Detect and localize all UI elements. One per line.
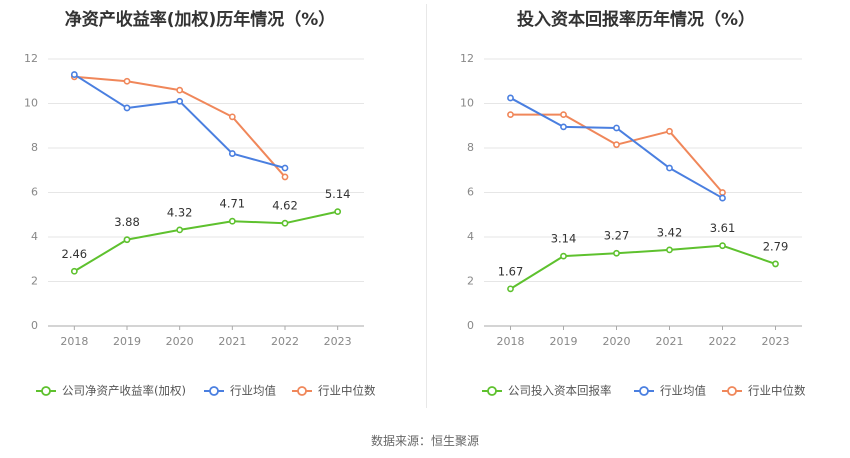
data-point-company: [507, 285, 514, 293]
legend-label: 行业均值: [230, 384, 276, 398]
x-tick-label: 2021: [218, 335, 246, 348]
data-point-industry-median: [719, 189, 726, 196]
data-point-industry-mean: [228, 150, 236, 157]
chart-title: 投入资本回报率历年情况（%）: [517, 9, 755, 30]
data-point-company: [334, 208, 342, 216]
data-point-company: [281, 219, 289, 227]
data-point-company: [772, 260, 779, 268]
chart-title: 净资产收益率(加权)历年情况（%）: [65, 9, 336, 30]
data-point-industry-mean: [70, 71, 78, 78]
y-tick-label: 2: [467, 275, 474, 288]
data-label: 3.14: [551, 232, 577, 246]
data-point-industry-mean: [123, 104, 131, 112]
legend-item-industry-mean: 行业均值: [204, 384, 276, 398]
data-label: 3.61: [710, 221, 736, 235]
roe-chart-panel: 净资产收益率(加权)历年情况（%） 0 2 4 6 8 10 12 2018 2019 2020 20…: [24, 9, 376, 398]
legend-marker: [727, 386, 737, 396]
y-tick-label: 0: [31, 319, 38, 332]
y-tick-label: 6: [31, 186, 38, 199]
x-tick-label: 2023: [762, 335, 790, 348]
legend-label: 行业中位数: [748, 384, 806, 398]
x-tick-label: 2020: [166, 335, 194, 348]
y-tick-label: 4: [467, 230, 474, 243]
legend-marker: [209, 386, 219, 396]
x-tick-label: 2022: [271, 335, 299, 348]
data-point-industry-mean: [719, 194, 726, 202]
legend-item-industry-median: 行业中位数: [722, 384, 806, 398]
legend-label: 公司净资产收益率(加权): [62, 384, 186, 398]
data-label: 5.14: [325, 187, 351, 201]
data-point-industry-mean: [666, 164, 673, 172]
data-point-company: [666, 246, 673, 254]
y-tick-label: 8: [31, 141, 38, 154]
data-label: 4.32: [167, 205, 193, 219]
data-point-industry-mean: [613, 124, 620, 132]
data-label: 3.27: [604, 229, 630, 243]
y-tick-label: 6: [467, 186, 474, 199]
y-tick-label: 10: [24, 97, 38, 110]
data-label: 2.46: [62, 247, 88, 261]
data-point-company: [228, 217, 236, 225]
data-point-company: [719, 242, 726, 250]
legend-marker: [41, 386, 51, 396]
y-tick-label: 12: [460, 52, 474, 65]
x-tick-label: 2021: [656, 335, 684, 348]
series-line-company: [73, 210, 338, 273]
data-source-note: 数据来源：恒生聚源: [370, 434, 479, 448]
data-point-industry-median: [666, 127, 673, 135]
x-tick-label: 2022: [709, 335, 737, 348]
data-label: 3.42: [657, 225, 683, 239]
data-point-company: [613, 249, 620, 257]
data-point-company: [176, 226, 184, 234]
x-tick-label: 2019: [113, 335, 141, 348]
panel-divider: [426, 4, 427, 408]
legend-label: 行业均值: [660, 384, 706, 398]
x-tick-label: 2020: [603, 335, 631, 348]
x-tick-label: 2019: [550, 335, 578, 348]
data-point-industry-median: [228, 113, 236, 121]
legend-item-company: 公司投入资本回报率: [482, 384, 612, 398]
data-point-company: [123, 236, 131, 244]
legend-label: 行业中位数: [318, 384, 376, 398]
data-point-industry-median: [123, 77, 131, 85]
series-line-company: [509, 244, 776, 290]
data-point-company: [70, 267, 78, 275]
x-tick-label: 2018: [497, 335, 525, 348]
legend-item-company: 公司净资产收益率(加权): [36, 384, 186, 398]
data-label: 1.67: [498, 264, 524, 278]
data-label: 4.71: [220, 197, 246, 211]
y-tick-label: 0: [467, 319, 474, 332]
y-tick-label: 8: [467, 141, 474, 154]
y-tick-label: 2: [31, 275, 38, 288]
data-point-industry-median: [281, 173, 289, 181]
roic-chart-panel: 投入资本回报率历年情况（%） 0 2 4 6 8 10 12 2018 2019 2020 2021 2…: [460, 9, 806, 398]
data-point-company: [560, 252, 567, 260]
legend-item-industry-median: 行业中位数: [292, 384, 376, 398]
legend-marker: [487, 386, 497, 396]
legend-marker: [639, 386, 649, 396]
data-point-industry-median: [613, 141, 620, 149]
data-point-industry-mean: [507, 94, 514, 102]
data-point-industry-median: [560, 111, 567, 119]
data-point-industry-mean: [176, 97, 184, 105]
data-point-industry-median: [507, 111, 514, 119]
data-label: 2.79: [763, 239, 789, 253]
x-tick-label: 2018: [60, 335, 88, 348]
data-point-industry-mean: [281, 164, 289, 172]
legend-item-industry-mean: 行业均值: [634, 384, 706, 398]
x-tick-label: 2023: [324, 335, 352, 348]
data-label: 3.88: [114, 215, 140, 229]
data-point-industry-median: [176, 86, 184, 94]
y-tick-label: 4: [31, 230, 38, 243]
data-label: 4.62: [272, 199, 298, 213]
legend-marker: [297, 386, 307, 396]
y-tick-label: 10: [460, 97, 474, 110]
data-point-industry-mean: [560, 123, 567, 131]
legend-label: 公司投入资本回报率: [508, 384, 612, 398]
y-tick-label: 12: [24, 52, 38, 65]
